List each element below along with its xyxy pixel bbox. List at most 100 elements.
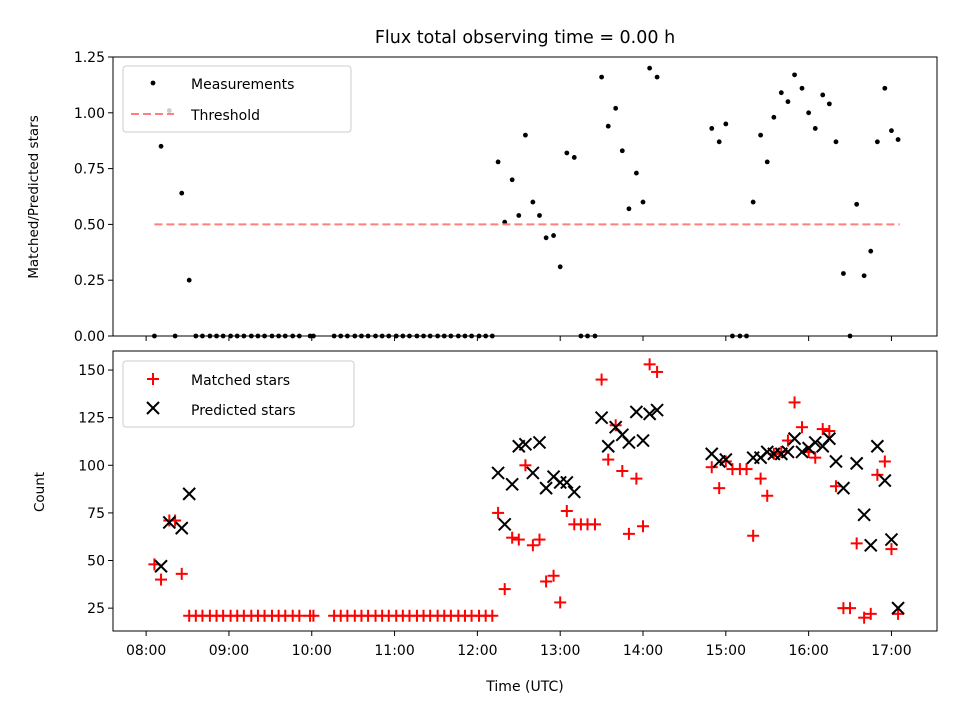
data-point <box>539 481 553 495</box>
top-axes-frame <box>112 56 938 337</box>
data-point <box>505 477 519 492</box>
data-point <box>864 607 877 620</box>
y-tick-label: 0.25 <box>74 273 105 289</box>
bottom-axes-frame <box>112 350 938 632</box>
data-point <box>537 213 542 218</box>
data-point <box>532 435 547 450</box>
data-point <box>594 410 609 425</box>
data-point <box>609 419 622 432</box>
data-point <box>858 611 871 624</box>
top-chart-title: Flux total observing time = 0.00 h <box>375 28 675 48</box>
data-point <box>179 190 185 196</box>
data-point <box>613 105 619 111</box>
data-point <box>601 439 615 453</box>
data-point <box>781 445 795 459</box>
predicted-stars-legend-label: Predicted stars <box>191 403 296 419</box>
top-y-axis-label: Matched/Predicted stars <box>26 115 42 278</box>
data-point <box>895 137 901 142</box>
data-point <box>602 453 615 466</box>
data-point <box>307 609 320 622</box>
data-point <box>844 602 857 615</box>
data-point <box>619 148 625 154</box>
bottom-legend-box <box>122 360 355 428</box>
y-tick-label: 50 <box>87 554 105 570</box>
data-point <box>864 538 878 552</box>
data-point <box>182 487 196 501</box>
data-point <box>719 452 733 467</box>
data-point <box>740 463 753 476</box>
data-point <box>560 505 573 517</box>
data-point <box>874 139 880 145</box>
x-tick-label: 10:00 <box>292 643 332 659</box>
data-point <box>889 128 894 134</box>
data-point <box>486 609 499 622</box>
data-point <box>186 277 192 283</box>
data-point <box>175 521 189 535</box>
data-point <box>884 532 899 547</box>
data-point <box>516 213 522 218</box>
y-tick-label: 100 <box>78 458 105 474</box>
y-tick-label: 0.00 <box>74 329 105 345</box>
x-tick-label: 16:00 <box>788 643 828 659</box>
series-matched-stars <box>148 358 905 624</box>
top-legend-box <box>122 65 352 133</box>
data-point <box>754 472 767 485</box>
bottom-panel: Count Time (UTC) 25 50 75 100 125 150 08:00 09… <box>32 350 938 695</box>
data-point <box>626 206 632 212</box>
data-point <box>595 373 608 386</box>
matched-stars-legend-label: Matched stars <box>191 373 290 389</box>
data-point <box>878 455 891 468</box>
data-point <box>526 466 540 480</box>
data-point <box>512 533 525 546</box>
data-point <box>543 235 549 241</box>
data-point <box>871 468 884 481</box>
data-point <box>498 583 511 596</box>
data-point <box>799 85 805 91</box>
bottom-x-ticks: 08:00 09:00 10:00 11:00 12:00 13:00 14:00 15:00… <box>126 631 912 659</box>
data-point <box>506 531 519 544</box>
data-point <box>293 609 306 622</box>
data-point <box>785 99 791 105</box>
x-tick-label: 08:00 <box>126 643 166 659</box>
data-point <box>792 72 797 78</box>
data-point <box>823 425 836 437</box>
data-point <box>809 451 822 464</box>
data-point <box>885 543 898 556</box>
data-point <box>891 601 905 615</box>
data-point <box>820 92 826 98</box>
data-point <box>540 575 553 588</box>
data-point <box>787 431 802 446</box>
data-point <box>498 517 512 532</box>
y-tick-label: 25 <box>87 601 105 617</box>
data-point <box>519 459 532 472</box>
data-point <box>841 271 846 276</box>
data-point <box>599 74 605 80</box>
data-point <box>622 435 636 450</box>
bottom-y-axis-label: Count <box>32 472 48 512</box>
data-point <box>719 455 732 468</box>
series-predicted-stars <box>154 403 905 615</box>
data-point <box>637 520 650 533</box>
data-point <box>630 472 643 485</box>
data-point <box>822 431 837 446</box>
top-plot-area <box>152 65 901 339</box>
data-point <box>716 139 722 145</box>
y-tick-label: 0.75 <box>74 162 105 178</box>
data-point <box>861 273 867 279</box>
data-point <box>816 423 829 436</box>
data-point <box>764 159 770 165</box>
y-tick-label: 125 <box>78 411 105 427</box>
data-point <box>647 65 653 71</box>
data-point <box>633 170 639 176</box>
data-point <box>826 101 832 107</box>
data-point <box>651 365 664 378</box>
data-point <box>796 421 809 434</box>
data-point <box>502 219 508 225</box>
x-tick-label: 15:00 <box>706 643 746 659</box>
data-point <box>771 114 777 120</box>
x-tick-label: 09:00 <box>209 643 249 659</box>
data-point <box>533 533 546 546</box>
x-tick-label: 13:00 <box>540 643 580 659</box>
data-point <box>829 480 842 493</box>
